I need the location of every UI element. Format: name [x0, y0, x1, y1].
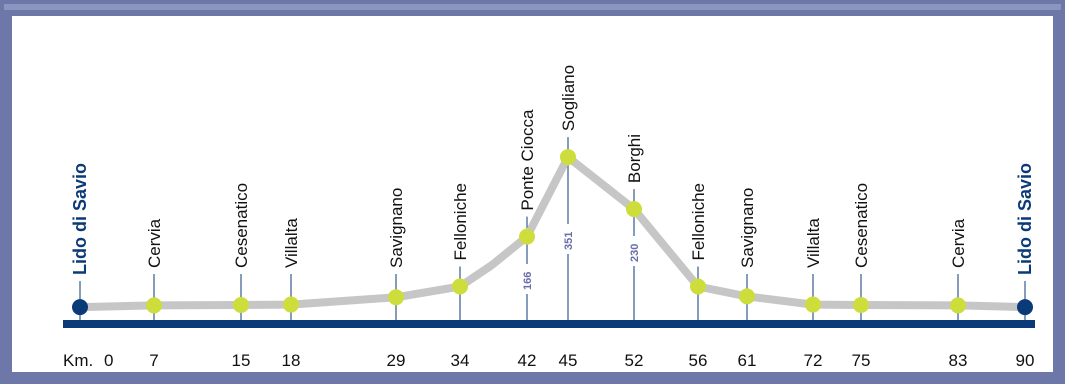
stop-name-label: Savignano [387, 188, 406, 268]
stop-name-label: Cesenatico [852, 183, 871, 268]
stop-name-label: Lido di Savio [1015, 163, 1035, 275]
terminal-stop-marker [72, 299, 88, 316]
stop-name-label: Borghi [625, 134, 644, 183]
stop-marker [950, 297, 966, 314]
stop-marker [452, 278, 468, 295]
stop-name-label: Felloniche [689, 183, 708, 261]
stop-name-label: Cervia [949, 218, 968, 268]
altitude-label: 230 [629, 244, 641, 262]
frame-top-stripe [4, 4, 1061, 10]
labels-layer: Lido di Savio Cervia Cesenatico Villalta Sav… [70, 65, 1035, 294]
km-tick-label: 90 [1016, 351, 1035, 370]
km-tick-label: 45 [559, 351, 578, 370]
profile-layer [76, 153, 1029, 312]
stop-name-label: Cervia [145, 218, 164, 268]
stop-marker [233, 296, 249, 313]
stop-marker [626, 201, 642, 218]
elevation-profile-line [76, 153, 1029, 312]
axis-bar [63, 320, 1035, 328]
km-tick-label: 7 [149, 351, 158, 370]
stop-name-label: Savignano [738, 188, 757, 268]
km-tick-label: 0 [104, 351, 113, 370]
km-tick-label: 42 [518, 351, 537, 370]
altitude-label: 351 [563, 232, 575, 250]
terminal-stop-marker [1017, 299, 1033, 316]
km-tick-label: 56 [689, 351, 708, 370]
stop-name-label: Cesenatico [232, 183, 251, 268]
stop-name-label: Ponte Ciocca [518, 109, 537, 211]
km-prefix-label: Km. [63, 351, 93, 370]
stop-marker [690, 278, 706, 295]
stop-name-label: Lido di Savio [70, 163, 90, 275]
stop-marker [805, 296, 821, 313]
km-tick-label: 18 [282, 351, 301, 370]
km-tick-label: 34 [451, 351, 470, 370]
stop-marker [146, 297, 162, 314]
altitude-label-bg [627, 236, 641, 266]
stop-name-label: Villalta [282, 218, 301, 268]
stop-marker [519, 228, 535, 245]
chart-area [12, 16, 1053, 372]
stop-name-label: Villalta [804, 218, 823, 268]
altitude-label-bg [520, 264, 534, 294]
km-tick-label: 72 [804, 351, 823, 370]
stop-marker [283, 296, 299, 313]
altitude-label-bg [561, 224, 575, 254]
stop-name-label: Sogliano [559, 65, 578, 131]
km-tick-label: 61 [738, 351, 757, 370]
stop-marker [739, 288, 755, 305]
km-labels-layer: Km. 0 7 15 18 29 34 42 45 52 56 61 72 75 83 90 [63, 351, 1034, 370]
km-tick-label: 83 [949, 351, 968, 370]
stop-name-label: Felloniche [451, 183, 470, 261]
points-layer [72, 149, 1033, 316]
km-tick-label: 29 [387, 351, 406, 370]
stop-marker [560, 149, 576, 166]
altitude-label: 166 [522, 272, 534, 290]
stop-marker [388, 289, 404, 306]
km-tick-label: 15 [232, 351, 251, 370]
km-tick-label: 52 [625, 351, 644, 370]
km-tick-label: 75 [852, 351, 871, 370]
stop-marker [853, 296, 869, 313]
